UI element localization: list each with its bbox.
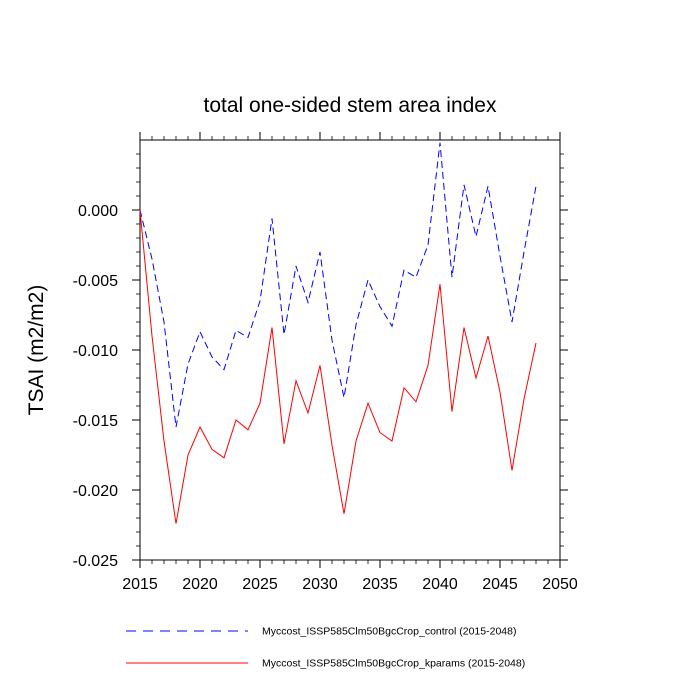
series-layer	[139, 142, 537, 524]
x-tick-label: 2045	[482, 576, 518, 593]
chart-title: total one-sided stem area index	[203, 94, 497, 117]
y-tick-label: -0.020	[73, 483, 118, 500]
axis-ticks: 2015 2020 2025 2030 2035 2040 2045 2050 -0.025 -0…	[73, 132, 578, 593]
y-tick-label: -0.010	[73, 343, 118, 360]
y-axis-label: TSAI (m2/m2)	[25, 285, 48, 416]
y-tick-label: 0.000	[78, 203, 118, 220]
series-line-control	[139, 142, 537, 428]
y-tick-label: -0.015	[73, 413, 118, 430]
x-tick-label: 2040	[422, 576, 458, 593]
x-tick-label: 2025	[242, 576, 278, 593]
plot-frame	[139, 139, 561, 561]
plot-border	[139, 139, 561, 561]
x-tick-label: 2030	[302, 576, 338, 593]
legend-label: Myccost_ISSP585Clm50BgcCrop_control (201…	[262, 626, 516, 638]
series-line-kparams	[139, 209, 537, 524]
legend: Myccost_ISSP585Clm50BgcCrop_control (201…	[126, 626, 525, 670]
legend-label: Myccost_ISSP585Clm50BgcCrop_kparams (201…	[262, 658, 525, 670]
x-tick-label: 2020	[182, 576, 218, 593]
x-tick-label: 2035	[362, 576, 398, 593]
y-tick-label: -0.005	[73, 273, 118, 290]
x-tick-label: 2015	[122, 576, 158, 593]
x-tick-label: 2050	[542, 576, 578, 593]
y-tick-label: -0.025	[73, 553, 118, 570]
